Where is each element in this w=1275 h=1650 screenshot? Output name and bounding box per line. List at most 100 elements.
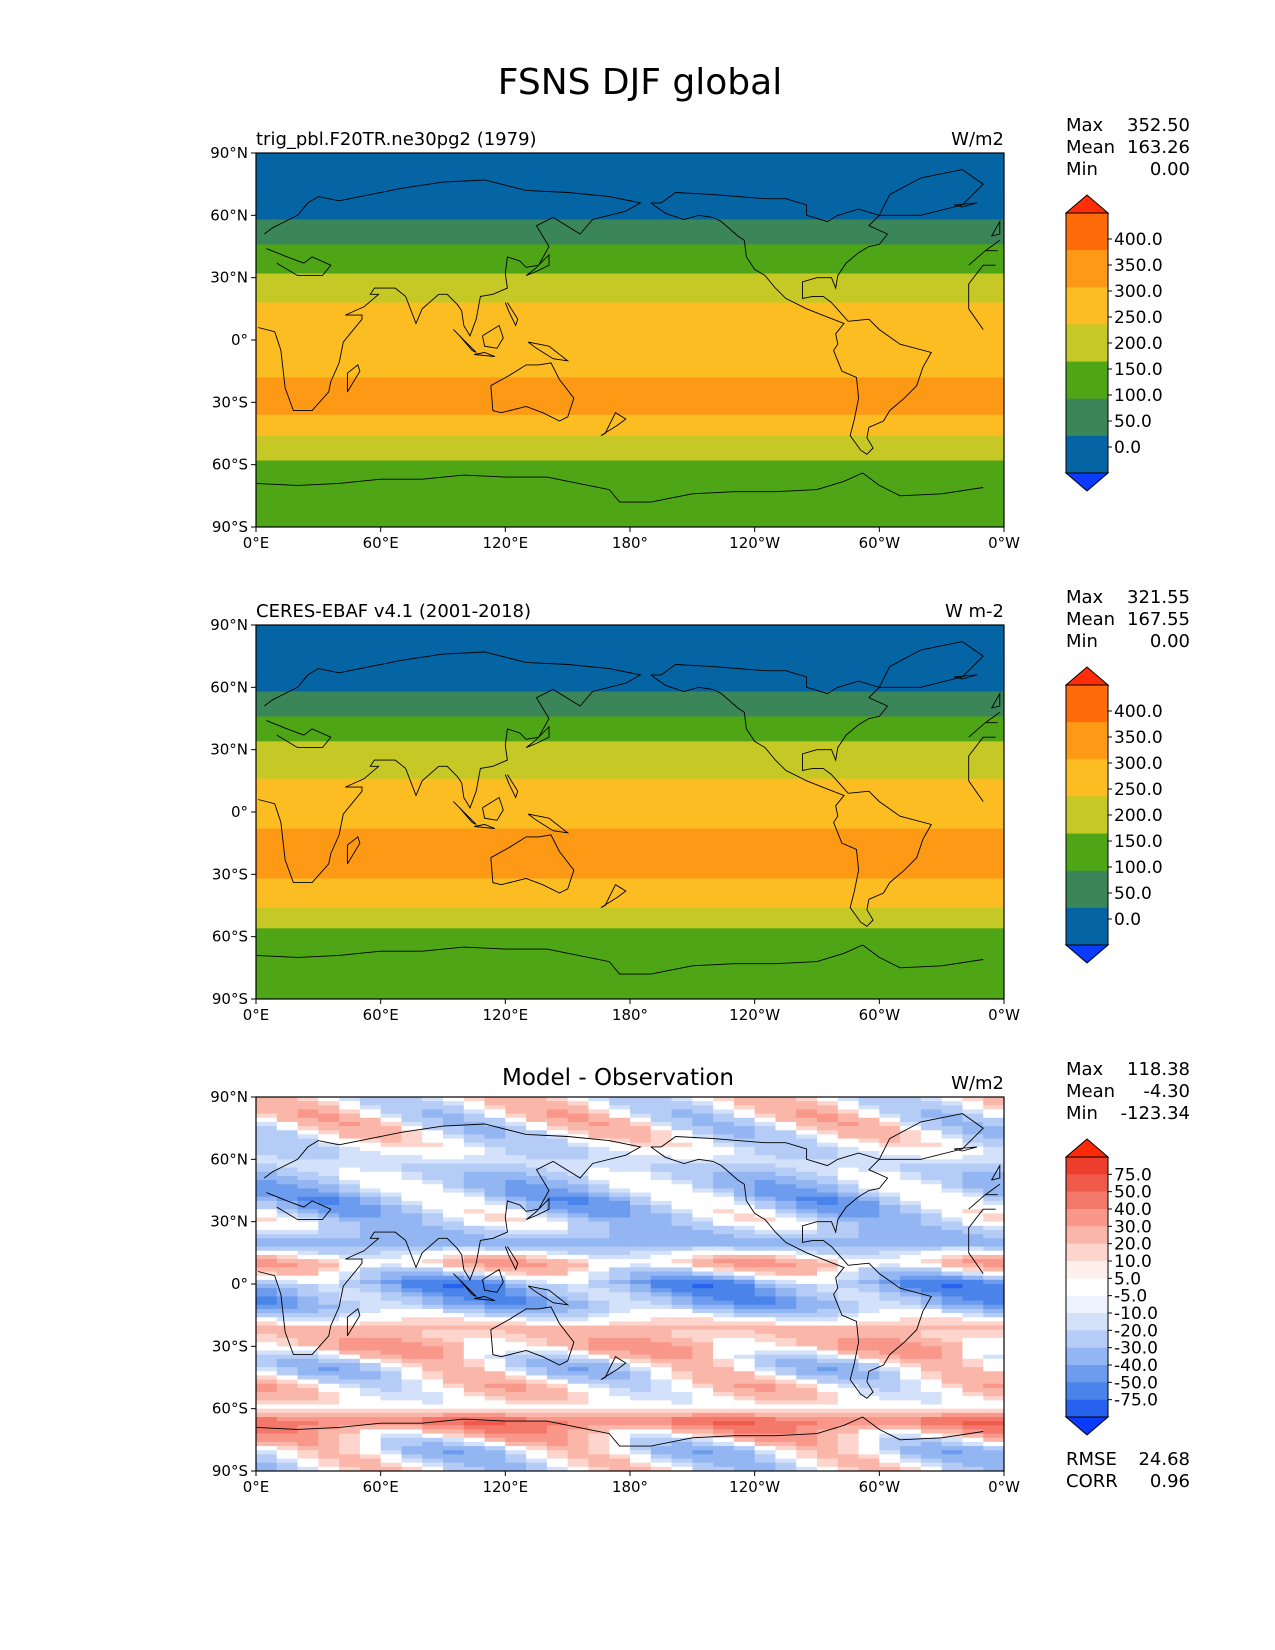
field-cell — [733, 1263, 756, 1268]
field-cell — [692, 1425, 714, 1430]
field-cell — [962, 1213, 984, 1219]
field-cell — [422, 1130, 444, 1135]
field-cell — [879, 1121, 901, 1127]
field-band — [256, 431, 1004, 437]
field-cell — [671, 1462, 693, 1468]
field-cell — [359, 1425, 382, 1430]
coastline — [504, 302, 519, 327]
field-cell — [962, 1113, 984, 1119]
field-cell — [297, 1196, 319, 1202]
stat-mean-label: Mean — [1066, 1081, 1115, 1102]
coastline — [474, 824, 496, 830]
colorbar-label: 250.0 — [1114, 780, 1163, 800]
field-cell — [858, 1387, 880, 1393]
field-cell — [941, 1300, 963, 1306]
field-cell — [630, 1105, 652, 1110]
field-cell — [484, 1146, 506, 1152]
field-cell — [318, 1263, 340, 1268]
field-cell — [609, 1163, 631, 1169]
field-cell — [650, 1192, 673, 1198]
field-cell — [443, 1279, 465, 1285]
field-cell — [941, 1342, 963, 1347]
field-cell — [401, 1308, 423, 1314]
field-cell — [339, 1437, 361, 1443]
field-cell — [983, 1408, 1004, 1414]
field-cell — [359, 1304, 382, 1310]
field-cell — [879, 1138, 901, 1144]
field-cell — [650, 1221, 673, 1227]
field-cell — [443, 1159, 465, 1164]
field-cell — [650, 1171, 673, 1177]
field-cell — [359, 1462, 382, 1468]
field-band — [256, 774, 1004, 780]
field-cell — [858, 1338, 880, 1343]
field-cell — [463, 1437, 486, 1443]
field-cell — [796, 1379, 818, 1385]
field-cell — [775, 1441, 797, 1447]
field-cell — [546, 1209, 569, 1214]
field-cell — [692, 1396, 714, 1401]
field-cell — [754, 1275, 776, 1281]
field-cell — [256, 1146, 278, 1152]
field-band — [256, 464, 1004, 470]
field-cell — [276, 1134, 299, 1140]
field-band — [256, 961, 1004, 967]
field-cell — [630, 1101, 652, 1106]
field-cell — [941, 1396, 963, 1401]
field-cell — [484, 1171, 506, 1177]
field-cell — [380, 1134, 402, 1140]
colorbar-bin — [1066, 685, 1108, 723]
field-cell — [837, 1362, 860, 1368]
field-cell — [422, 1151, 444, 1156]
field-cell — [754, 1284, 776, 1289]
field-cell — [733, 1321, 756, 1327]
field-cell — [339, 1454, 361, 1460]
field-cell — [837, 1383, 860, 1389]
field-cell — [983, 1159, 1004, 1164]
field-band — [256, 924, 1004, 929]
colorbar: 0.050.0100.0150.0200.0250.0300.0350.0400… — [1064, 666, 1163, 964]
field-cell — [276, 1379, 299, 1385]
field-cell — [526, 1134, 548, 1140]
field-cell — [775, 1097, 797, 1102]
field-cell — [630, 1155, 652, 1160]
field-cell — [650, 1238, 673, 1243]
x-tick-label: 120°E — [483, 1006, 529, 1024]
field-cell — [318, 1321, 340, 1327]
field-cell — [588, 1450, 610, 1455]
field-cell — [297, 1163, 319, 1169]
field-cell — [484, 1167, 506, 1173]
field-cell — [505, 1346, 527, 1351]
field-cell — [463, 1371, 486, 1376]
field-cell — [505, 1379, 527, 1385]
field-cell — [650, 1101, 673, 1106]
field-cell — [256, 1238, 278, 1243]
field-cell — [359, 1313, 382, 1318]
field-cell — [546, 1180, 569, 1185]
field-band — [256, 944, 1004, 950]
field-cell — [671, 1466, 693, 1471]
field-cell — [526, 1371, 548, 1376]
field-cell — [526, 1188, 548, 1194]
field-cell — [796, 1121, 818, 1127]
field-cell — [463, 1209, 486, 1214]
field-cell — [879, 1358, 901, 1364]
field-cell — [443, 1421, 465, 1426]
field-cell — [297, 1358, 319, 1364]
field-cell — [546, 1321, 569, 1327]
field-cell — [920, 1300, 943, 1306]
field-cell — [941, 1213, 963, 1219]
field-cell — [630, 1279, 652, 1285]
field-cell — [359, 1217, 382, 1223]
field-cell — [775, 1362, 797, 1368]
field-cell — [422, 1454, 444, 1460]
field-cell — [962, 1279, 984, 1285]
field-cell — [941, 1371, 963, 1376]
field-cell — [900, 1209, 922, 1214]
field-cell — [339, 1138, 361, 1144]
field-cell — [837, 1375, 860, 1381]
field-cell — [671, 1425, 693, 1430]
field-cell — [546, 1242, 569, 1248]
field-cell — [692, 1209, 714, 1214]
field-cell — [567, 1192, 589, 1198]
